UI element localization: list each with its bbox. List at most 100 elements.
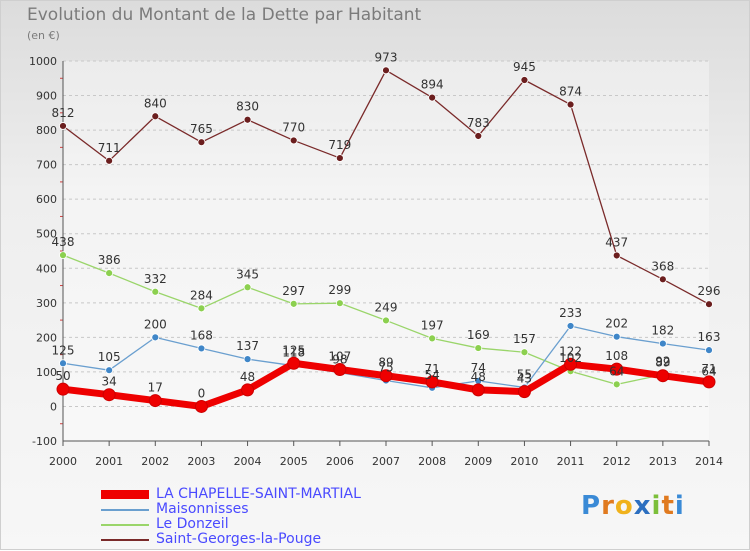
data-point	[612, 380, 621, 389]
data-label: 770	[282, 120, 305, 134]
y-tick-label: 300	[36, 297, 57, 310]
data-point	[705, 346, 713, 355]
data-point	[289, 136, 298, 145]
data-point	[702, 375, 716, 389]
data-label: 169	[467, 328, 490, 342]
logo-letter: i	[651, 491, 662, 521]
logo-letter: r	[601, 491, 615, 521]
data-point	[59, 251, 67, 260]
data-label: 48	[471, 370, 486, 384]
data-label: 89	[655, 356, 670, 370]
data-label-layer: 812 711 840 765 830 770 719 973 894 783 945 874 437 3…	[52, 50, 721, 400]
data-label: 783	[467, 116, 490, 130]
data-label: 107	[328, 349, 351, 363]
data-label: 297	[282, 284, 305, 298]
data-point	[474, 132, 483, 140]
data-point	[656, 369, 670, 383]
data-label: 945	[513, 60, 536, 74]
logo-letter: P	[581, 491, 602, 521]
data-point	[428, 93, 437, 102]
data-label: 386	[98, 253, 121, 267]
data-point	[287, 356, 301, 370]
data-point	[105, 269, 114, 278]
data-label: 168	[190, 328, 213, 342]
data-label: 105	[98, 350, 121, 364]
data-point	[151, 287, 160, 296]
data-label: 75	[378, 361, 393, 375]
x-tick-label: 2001	[95, 455, 123, 468]
x-tick-label: 2000	[49, 455, 77, 468]
data-point	[335, 299, 344, 308]
x-tick-label: 2008	[418, 455, 446, 468]
x-tick-label: 2003	[187, 455, 215, 468]
logo-letter: t	[661, 491, 675, 521]
data-point	[566, 100, 575, 109]
data-point	[151, 333, 160, 342]
data-label: 17	[148, 381, 163, 395]
data-label: 102	[559, 351, 582, 365]
chart-unit-label: (en €)	[27, 29, 60, 42]
data-label: 0	[198, 386, 206, 400]
x-tick-label: 2002	[141, 455, 169, 468]
data-point	[379, 369, 393, 383]
data-point	[102, 388, 116, 402]
data-point	[243, 115, 252, 124]
data-point	[151, 112, 160, 121]
chart-title: Evolution du Montant de la Dette par Hab…	[27, 5, 422, 25]
x-tick-label: 2010	[510, 455, 538, 468]
legend-label: LA CHAPELLE-SAINT-MARTIAL	[156, 486, 361, 502]
x-tick-label: 2013	[649, 455, 677, 468]
y-tick-label: 1000	[29, 55, 57, 68]
data-label: 874	[559, 85, 582, 99]
data-label: 54	[425, 368, 440, 382]
data-label: 840	[144, 96, 167, 110]
data-label: 299	[328, 283, 351, 297]
data-label: 64	[701, 364, 716, 378]
data-point	[59, 359, 67, 368]
data-point	[194, 399, 208, 413]
data-point	[517, 385, 531, 399]
data-label: 137	[236, 339, 259, 353]
y-tick-label: 900	[36, 90, 57, 103]
data-point	[612, 251, 621, 260]
data-label: 973	[375, 50, 398, 64]
data-label: 43	[517, 372, 532, 386]
x-tick-label: 2011	[557, 455, 585, 468]
data-point	[241, 383, 255, 397]
data-point	[335, 154, 344, 162]
data-point	[243, 283, 252, 292]
legend-swatch	[101, 509, 149, 511]
legend-label: Saint-Georges-la-Pouge	[156, 531, 322, 547]
data-point	[471, 383, 485, 397]
data-label: 92	[655, 355, 670, 369]
x-tick-label: 2005	[280, 455, 308, 468]
data-point	[566, 322, 575, 330]
x-tick-label: 2012	[603, 455, 631, 468]
data-point	[105, 156, 114, 165]
data-point	[658, 339, 667, 348]
x-tick-label: 2014	[695, 455, 723, 468]
data-point	[705, 300, 713, 309]
data-label: 182	[651, 324, 674, 338]
data-point	[520, 76, 529, 84]
y-tick-label: 100	[36, 366, 57, 379]
data-label: 765	[190, 122, 213, 136]
data-label: 368	[651, 259, 674, 273]
series-layer	[56, 66, 716, 413]
data-label: 122	[559, 344, 582, 358]
data-label: 71	[701, 362, 716, 376]
y-tick-label: 600	[36, 193, 57, 206]
x-tick-label: 2004	[234, 455, 262, 468]
data-point	[564, 357, 578, 371]
data-label: 332	[144, 272, 167, 286]
legend-label: Le Donzeil	[156, 516, 229, 532]
data-point	[474, 344, 483, 352]
y-tick-label: 200	[36, 331, 57, 344]
y-tick-label: 800	[36, 124, 57, 137]
data-label: 296	[698, 284, 721, 298]
data-point	[197, 138, 206, 147]
x-tick-label: 2007	[372, 455, 400, 468]
data-label: 437	[605, 235, 628, 249]
axis-layer: -100010020030040050060070080090010002000…	[29, 55, 723, 468]
y-tick-label: 0	[50, 400, 57, 413]
